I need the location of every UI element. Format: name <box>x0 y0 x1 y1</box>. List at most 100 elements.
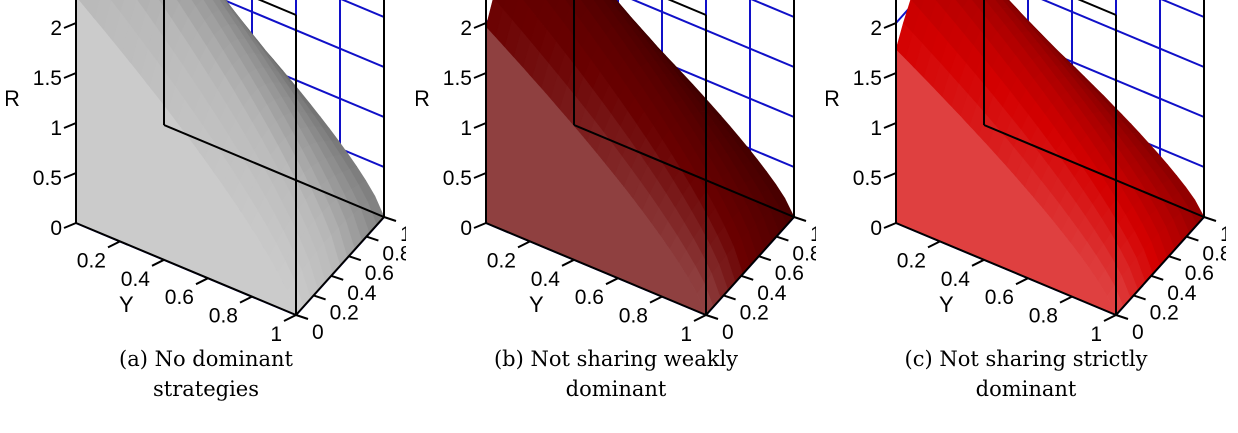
z-tick-label: 0 <box>870 217 882 240</box>
side-wall-hline <box>1160 0 1205 18</box>
z-tick-mark <box>63 22 77 29</box>
frame-edge <box>895 222 1117 316</box>
y-tick-label: 0.6 <box>365 262 394 285</box>
x-tick-label: 0.6 <box>985 286 1014 309</box>
x-tick-label: 0.8 <box>619 305 648 328</box>
x-tick-label: 0.4 <box>121 268 151 291</box>
z-ticks-a: 00.511.522.53 <box>33 17 77 240</box>
surface-facet <box>176 0 182 4</box>
surface-facet <box>580 0 595 9</box>
frame-edge <box>705 216 795 316</box>
side-wall-hline <box>750 0 795 18</box>
z-tick-label: 0 <box>460 217 472 240</box>
y-tick-label: 0.4 <box>347 282 377 305</box>
x-tick-label: 1 <box>680 323 692 345</box>
surface-front-face <box>76 0 296 315</box>
frame-edge <box>485 222 707 316</box>
x-tick-mark <box>239 295 253 304</box>
z-tick-label: 1.5 <box>443 67 472 90</box>
y-tick-mark <box>1150 274 1164 281</box>
x-tick-mark <box>605 277 619 286</box>
surface-facet <box>1004 0 1009 2</box>
side-wall-hline <box>221 0 385 68</box>
z-ticks-c: 00.511.522.53 <box>853 17 897 240</box>
x-tick-label: 0.2 <box>897 249 926 272</box>
y-tick-mark <box>1115 314 1129 320</box>
y-tick-mark <box>295 314 309 320</box>
y-tick-label: 0.4 <box>1167 282 1197 305</box>
z-tick-mark <box>883 172 897 179</box>
y-tick-label: 0.4 <box>757 282 787 305</box>
x-tick-mark <box>561 258 575 267</box>
x-tick-label: 0.8 <box>209 305 238 328</box>
y-tick-mark <box>776 235 789 242</box>
z-tick-mark <box>473 72 487 79</box>
z-tick-mark <box>883 122 897 129</box>
caption-c-line-1: (c) Not sharing strictly <box>904 347 1148 371</box>
x-tick-label: 0.4 <box>531 268 561 291</box>
surface-facet <box>223 0 233 9</box>
z-axis-label: R <box>6 86 20 111</box>
surface-facet <box>614 0 624 9</box>
z-tick-label: 0.5 <box>33 167 62 190</box>
frame-edge <box>983 124 1205 218</box>
z-tick-mark <box>63 172 77 179</box>
z-tick-mark <box>63 122 77 129</box>
caption-c: (c) Not sharing strictly dominant <box>826 344 1226 404</box>
y-tick-label: 1 <box>400 223 406 246</box>
x-tick-label: 0.8 <box>1029 305 1058 328</box>
x-tick-label: 0.2 <box>487 249 516 272</box>
x-tick-label: 0.6 <box>165 286 194 309</box>
y-tick-label: 0 <box>312 321 324 344</box>
z-tick-mark <box>63 222 77 229</box>
x-tick-mark <box>693 314 707 322</box>
chart-panel-a: 00.511.522.53R0.20.40.60.81Y00.20.40.60.… <box>6 0 406 433</box>
caption-b-line-2: dominant <box>565 377 667 401</box>
z-tick-mark <box>883 22 897 29</box>
x-tick-mark <box>1059 295 1073 304</box>
surface-facet <box>1006 0 1016 8</box>
z-tick-label: 1.5 <box>853 67 882 90</box>
y-tick-mark <box>1203 216 1217 222</box>
surface-front-face <box>896 49 1116 315</box>
side-wall-hline <box>631 0 795 68</box>
y-tick-mark <box>1186 235 1199 242</box>
surface-plot-a: 00.511.522.53R0.20.40.60.81Y00.20.40.60.… <box>6 0 406 345</box>
z-tick-mark <box>473 22 487 29</box>
x-tick-mark <box>517 240 531 249</box>
y-tick-label: 1 <box>1220 223 1226 246</box>
y-tick-label: 0.2 <box>330 301 359 324</box>
y-ticks-b: 0 0.20.40.60.81 <box>705 216 816 344</box>
caption-a: (a) No dominant strategies <box>6 344 406 404</box>
z-tick-mark <box>473 122 487 129</box>
z-tick-label: 1 <box>460 117 472 140</box>
x-tick-label: 1 <box>1090 323 1102 345</box>
y-tick-label: 0.2 <box>740 301 769 324</box>
x-ticks-b: 0.2 0.4 0.6 0.8 1 <box>487 240 707 345</box>
surface-front-face <box>486 26 706 316</box>
frame-a <box>75 0 385 316</box>
y-tick-label: 0.8 <box>792 243 816 266</box>
x-tick-mark <box>107 240 121 249</box>
surface-facet <box>222 0 225 2</box>
z-tick-mark <box>63 72 77 79</box>
side-wall-hline <box>1041 0 1205 68</box>
caption-c-line-2: dominant <box>975 377 1077 401</box>
y-tick-mark <box>793 216 807 222</box>
z-tick-label: 2 <box>460 17 472 40</box>
y-tick-mark <box>313 294 326 301</box>
frame-edge <box>573 124 795 218</box>
surface-plot-c: 00.511.522.53R0.20.40.60.81Y00.20.40.60.… <box>826 0 1226 345</box>
y-tick-mark <box>1168 255 1182 262</box>
z-tick-mark <box>473 222 487 229</box>
y-tick-mark <box>383 216 397 222</box>
z-tick-label: 1.5 <box>33 67 62 90</box>
surface-facet <box>191 0 202 7</box>
surface-facet <box>895 22 913 60</box>
y-tick-label: 0.8 <box>382 243 406 266</box>
caption-b-line-1: (b) Not sharing weakly <box>493 347 739 371</box>
y-tick-mark <box>740 274 754 281</box>
x-tick-label: 0.2 <box>77 249 106 272</box>
x-ticks-a: 0.2 0.4 0.6 0.8 1 <box>77 240 297 345</box>
y-tick-mark <box>366 235 379 242</box>
